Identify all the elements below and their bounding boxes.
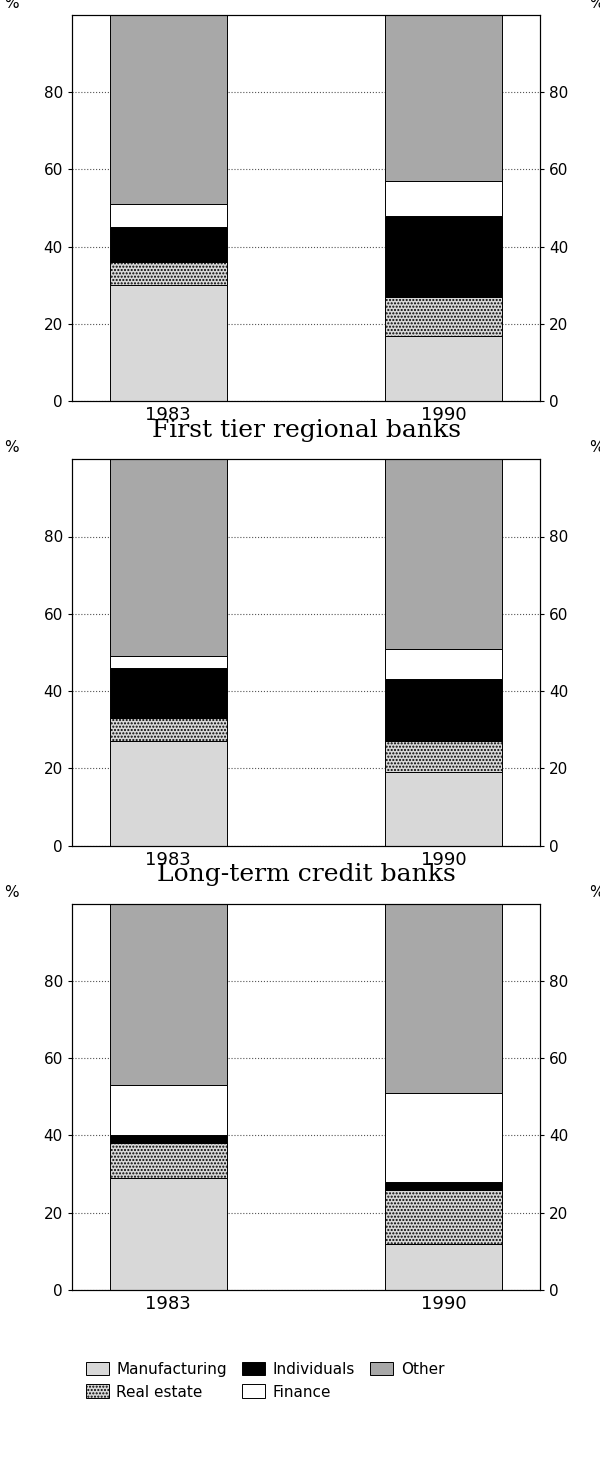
Bar	[385, 1183, 502, 1190]
Bar	[385, 181, 502, 216]
Bar	[110, 286, 227, 401]
Bar	[385, 741, 502, 773]
Bar	[110, 741, 227, 845]
Bar	[110, 1085, 227, 1135]
Bar	[110, 904, 227, 1085]
Bar	[385, 679, 502, 741]
Text: %: %	[589, 0, 600, 10]
Bar	[110, 667, 227, 718]
Bar	[110, 228, 227, 262]
Bar	[385, 15, 502, 181]
Text: %: %	[589, 885, 600, 900]
Bar	[110, 718, 227, 741]
Bar	[110, 1135, 227, 1143]
Bar	[110, 1178, 227, 1291]
Bar	[110, 459, 227, 656]
Bar	[110, 15, 227, 204]
Bar	[385, 1243, 502, 1291]
Text: First tier regional banks: First tier regional banks	[151, 419, 461, 441]
Bar	[385, 648, 502, 679]
Bar	[385, 336, 502, 401]
Text: %: %	[4, 885, 19, 900]
Bar	[385, 773, 502, 845]
Legend: Manufacturing, Real estate, Individuals, Finance, Other: Manufacturing, Real estate, Individuals,…	[80, 1356, 451, 1406]
Text: Long-term credit banks: Long-term credit banks	[157, 863, 455, 887]
Bar	[385, 1092, 502, 1183]
Bar	[110, 656, 227, 667]
Bar	[385, 1190, 502, 1243]
Bar	[385, 216, 502, 297]
Text: %: %	[4, 441, 19, 456]
Bar	[110, 262, 227, 286]
Text: %: %	[589, 441, 600, 456]
Text: %: %	[4, 0, 19, 10]
Bar	[385, 459, 502, 648]
Bar	[110, 1143, 227, 1178]
Bar	[385, 297, 502, 336]
Bar	[385, 904, 502, 1092]
Bar	[110, 204, 227, 228]
